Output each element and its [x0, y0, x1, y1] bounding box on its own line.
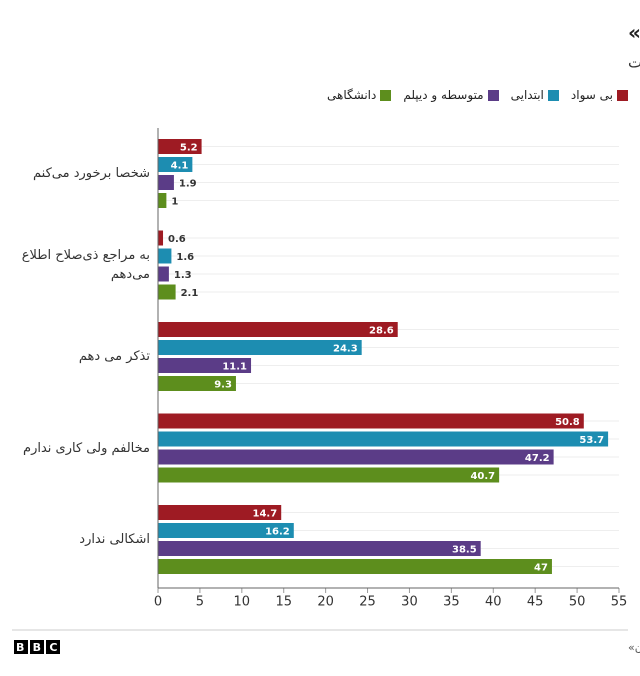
x-tick-label: 35 [443, 595, 460, 610]
bar [158, 413, 584, 429]
x-tick-label: 15 [275, 595, 292, 610]
category-label: تذکر می دهم [78, 349, 150, 364]
value-label: 28.6 [369, 326, 394, 337]
category-label: مخالفم ولی کاری ندارم [23, 440, 150, 456]
legend-item: دانشگاهی [327, 88, 392, 102]
value-label: 0.6 [168, 234, 186, 245]
value-label: 40.7 [470, 471, 495, 482]
legend-swatch [617, 89, 628, 101]
value-label: 9.3 [214, 380, 232, 391]
bar [158, 157, 193, 172]
value-label: 4.1 [171, 161, 189, 172]
value-label: 14.7 [253, 509, 278, 520]
value-label: 1.9 [179, 179, 197, 190]
bar [158, 523, 294, 538]
legend-label: متوسطه و دیپلم [403, 88, 484, 102]
value-label: 47 [534, 563, 548, 574]
logo: BBC [16, 641, 66, 654]
chart-title: نحوه مواجهه با «بی‌حجابی خانم‌ها» [628, 21, 640, 45]
x-tick-label: 55 [611, 595, 628, 610]
legend-label: دانشگاهی [327, 88, 377, 102]
chart-subtitle: به تفکیک تحصیلات [628, 54, 640, 72]
bar [158, 541, 481, 556]
bar [158, 322, 398, 337]
bar [158, 193, 167, 208]
value-label: 5.2 [180, 143, 198, 154]
legend: بی سواد ابتدایی متوسطه و دیپلم دانشگاهی [327, 88, 628, 102]
value-label: 1 [171, 197, 178, 208]
value-label: 2.1 [181, 288, 199, 299]
category-label: به مراجع ذی‌صلاح اطلاع می‌دهم [21, 248, 150, 282]
legend-swatch [487, 89, 499, 101]
source: منبع: پیمایش «ارزش‌ها و نگرش‌های ایرانیا… [628, 641, 640, 654]
bar [158, 340, 362, 355]
category-label: اشکالی ندارد [79, 532, 150, 547]
x-tick-label: 25 [359, 595, 376, 610]
x-tick-label: 20 [317, 595, 334, 610]
category-label: شخصا برخورد می‌کنم [33, 166, 150, 181]
bar [158, 559, 552, 574]
logo-box [30, 640, 44, 654]
x-tick-label: 40 [485, 595, 502, 610]
value-label: 1.3 [174, 270, 192, 281]
x-tick-label: 45 [527, 595, 544, 610]
legend-item: متوسطه و دیپلم [403, 88, 499, 102]
legend-swatch [547, 89, 559, 101]
bar [158, 266, 169, 282]
bar [158, 358, 252, 373]
legend-label: بی سواد [570, 88, 613, 102]
x-tick-label: 0 [154, 595, 162, 610]
legend-swatch [380, 89, 392, 101]
bar [158, 376, 236, 391]
legend-item: ابتدایی [511, 88, 559, 102]
logo-box [14, 640, 28, 654]
bar [158, 248, 172, 264]
value-label: 47.2 [525, 453, 550, 464]
value-label: 38.5 [452, 545, 477, 556]
value-label: 11.1 [222, 362, 247, 373]
bar [158, 505, 282, 520]
x-tick-label: 10 [234, 595, 251, 610]
value-label: 1.6 [176, 252, 194, 263]
bar [158, 449, 554, 465]
bar [158, 139, 202, 154]
value-label: 50.8 [555, 417, 580, 428]
value-label: 16.2 [265, 527, 290, 538]
bar [158, 431, 609, 447]
bar [158, 467, 500, 483]
value-label: 24.3 [333, 344, 358, 355]
legend-item: بی سواد [571, 88, 628, 102]
x-tick-label: 50 [569, 595, 586, 610]
x-tick-label: 30 [401, 595, 418, 610]
value-label: 53.7 [579, 435, 604, 446]
legend-label: ابتدایی [510, 88, 544, 102]
bar [158, 175, 174, 190]
logo-box [46, 640, 60, 654]
x-tick-label: 5 [196, 595, 204, 610]
bar [158, 284, 176, 300]
bar [158, 230, 164, 246]
